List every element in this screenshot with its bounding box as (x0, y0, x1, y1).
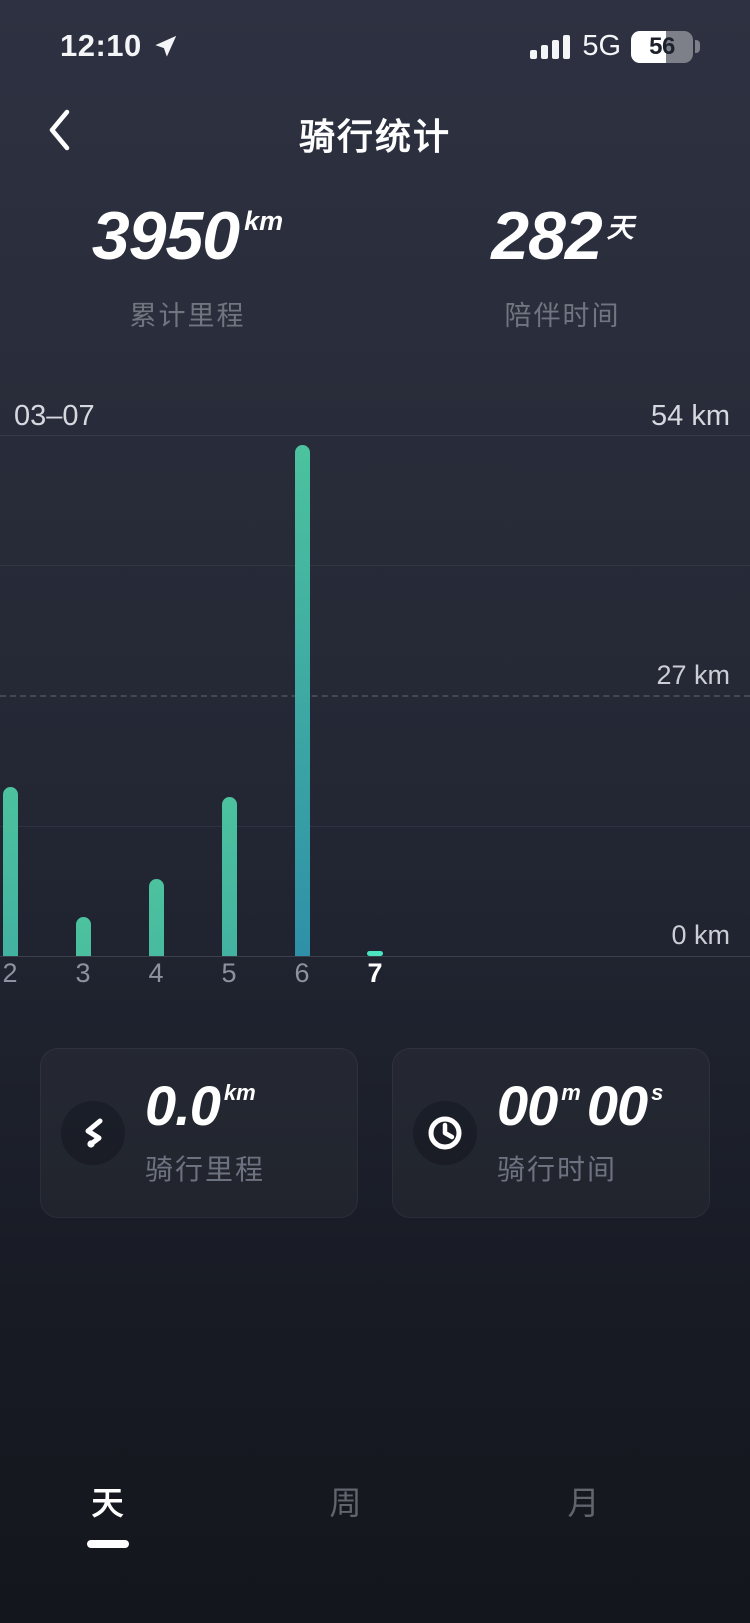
today-duration-label: 骑行时间 (497, 1154, 618, 1185)
total-distance-unit: km (244, 206, 284, 236)
page-title: 骑行统计 (298, 116, 451, 157)
status-bar: 12:10 5G 56 (0, 22, 750, 74)
gridline-40km (0, 565, 750, 566)
period-tabs: 天周月 (68, 1478, 624, 1548)
nav-bar: 骑行统计 (0, 100, 750, 160)
battery-percent: 56 (649, 32, 675, 60)
x-axis-label-4[interactable]: 4 (148, 958, 164, 988)
chart-bar-day-3[interactable] (75, 917, 91, 956)
x-axis-labels: 2 3 4 5 6 7 (0, 958, 750, 994)
companion-days-label: 陪伴时间 (504, 301, 621, 331)
network-type-label: 5G (582, 30, 621, 62)
back-button[interactable] (36, 104, 84, 156)
battery-fill (631, 30, 666, 63)
total-distance-stat: 3950 km 累计里程 (0, 202, 375, 333)
daily-distance-chart: 03–07 54 km 27 km 0 km 2 3 4 5 6 7 (0, 388, 750, 1000)
x-axis-label-5[interactable]: 5 (221, 958, 237, 988)
y-axis-label-mid: 27 km (656, 660, 730, 690)
summary-stats: 3950 km 累计里程 282 天 陪伴时间 (0, 202, 750, 333)
x-axis-label-2[interactable]: 2 (2, 958, 18, 988)
chart-plot (0, 435, 750, 956)
chevron-left-icon (49, 109, 70, 151)
selected-tab-underline (87, 1540, 129, 1548)
clock-icon (413, 1101, 477, 1165)
tab-week[interactable]: 周 (306, 1478, 386, 1548)
tab-label: 天 (91, 1485, 125, 1521)
tab-day[interactable]: 天 (68, 1478, 148, 1548)
chart-bar-day-4[interactable] (148, 879, 164, 956)
total-distance-label: 累计里程 (129, 301, 246, 331)
today-duration-card: 00 m 00 s 骑行时间 (392, 1048, 710, 1218)
today-distance-card: 0.0 km 骑行里程 (40, 1048, 358, 1218)
location-arrow-icon (152, 33, 179, 60)
route-icon (61, 1101, 125, 1165)
today-seconds-value: 00 (586, 1074, 648, 1137)
gridline-13km (0, 826, 750, 827)
chart-bar-day-2[interactable] (2, 787, 18, 956)
gridline-27km-dashed (0, 695, 750, 697)
tab-label: 月 (567, 1485, 601, 1521)
companion-days-value: 282 (491, 198, 602, 274)
battery-icon: 56 (631, 30, 700, 63)
clock-time: 12:10 (60, 28, 142, 63)
gridline-54km (0, 435, 750, 436)
today-distance-label: 骑行里程 (145, 1154, 266, 1185)
y-axis-label-max: 54 km (651, 400, 730, 432)
companion-days-unit: 天 (606, 213, 634, 243)
today-distance-value: 0.0 (145, 1074, 221, 1137)
today-minutes-value: 00 (497, 1074, 558, 1137)
total-distance-value: 3950 (91, 198, 240, 274)
y-axis-label-zero: 0 km (671, 920, 730, 950)
x-axis-label-7[interactable]: 7 (367, 958, 383, 988)
chart-bar-day-6[interactable] (294, 445, 310, 956)
companion-days-stat: 282 天 陪伴时间 (375, 202, 750, 333)
chart-bar-day-7[interactable] (367, 951, 383, 956)
x-axis-baseline (0, 956, 750, 957)
battery-cap (695, 40, 700, 53)
today-seconds-unit: s (651, 1080, 664, 1105)
x-axis-label-6[interactable]: 6 (294, 958, 310, 988)
tab-label: 周 (329, 1485, 363, 1521)
x-axis-label-3[interactable]: 3 (75, 958, 91, 988)
today-minutes-unit: m (561, 1080, 581, 1105)
signal-strength-icon (530, 32, 572, 62)
chart-bar-day-5[interactable] (221, 797, 237, 956)
tab-month[interactable]: 月 (544, 1478, 624, 1548)
today-cards: 0.0 km 骑行里程 00 m 00 s 骑行时间 (40, 1048, 710, 1218)
chart-date-label: 03–07 (14, 400, 95, 432)
today-distance-unit: km (223, 1080, 256, 1105)
